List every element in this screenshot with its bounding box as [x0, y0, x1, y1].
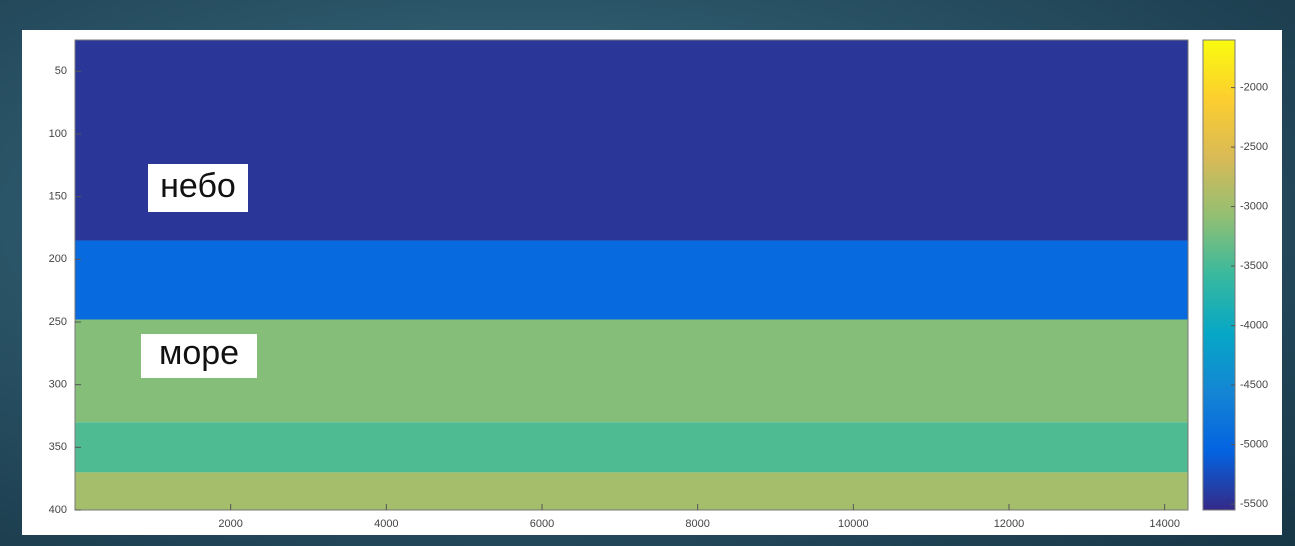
colorbar-tick-label: -2000 — [1240, 82, 1268, 94]
annotation-box — [148, 164, 248, 212]
colorbar-tick-label: -4000 — [1240, 319, 1268, 331]
heatmap-band — [75, 472, 1188, 510]
x-tick-label: 4000 — [374, 518, 398, 530]
heatmap-band — [75, 40, 1188, 241]
colorbar-tick-label: -5000 — [1240, 438, 1268, 450]
x-tick-label: 6000 — [530, 518, 554, 530]
y-tick-label: 300 — [49, 379, 67, 391]
y-tick-label: 150 — [49, 191, 67, 203]
x-tick-label: 10000 — [838, 518, 869, 530]
heatmap-band — [75, 240, 1188, 320]
annotation: небо — [160, 167, 236, 205]
x-tick-label: 14000 — [1149, 518, 1180, 530]
x-tick-label: 2000 — [218, 518, 242, 530]
y-tick-label: 250 — [49, 316, 67, 328]
y-tick-label: 200 — [49, 253, 67, 265]
y-tick-label: 100 — [49, 128, 67, 140]
y-tick-label: 400 — [49, 504, 67, 516]
colorbar-tick-label: -4500 — [1240, 379, 1268, 391]
colorbar-tick-label: -5500 — [1240, 498, 1268, 510]
x-tick-label: 12000 — [994, 518, 1025, 530]
plot-frame — [74, 39, 1189, 511]
heatmap-band — [75, 319, 1188, 423]
y-tick-label: 50 — [55, 65, 67, 77]
heatmap-band — [75, 422, 1188, 473]
y-tick-label: 350 — [49, 441, 67, 453]
colorbar-tick-label: -2500 — [1240, 141, 1268, 153]
plot: 2000 4000 6000 8000 10000 12000 14000 50 100 150 2… — [49, 39, 1268, 530]
annotation-box — [141, 334, 257, 378]
colorbar-tick-label: -3000 — [1240, 200, 1268, 212]
x-tick-label: 8000 — [685, 518, 709, 530]
colorbar-tick-label: -3500 — [1240, 260, 1268, 272]
colorbar — [1202, 39, 1236, 511]
annotation: море — [159, 334, 239, 372]
